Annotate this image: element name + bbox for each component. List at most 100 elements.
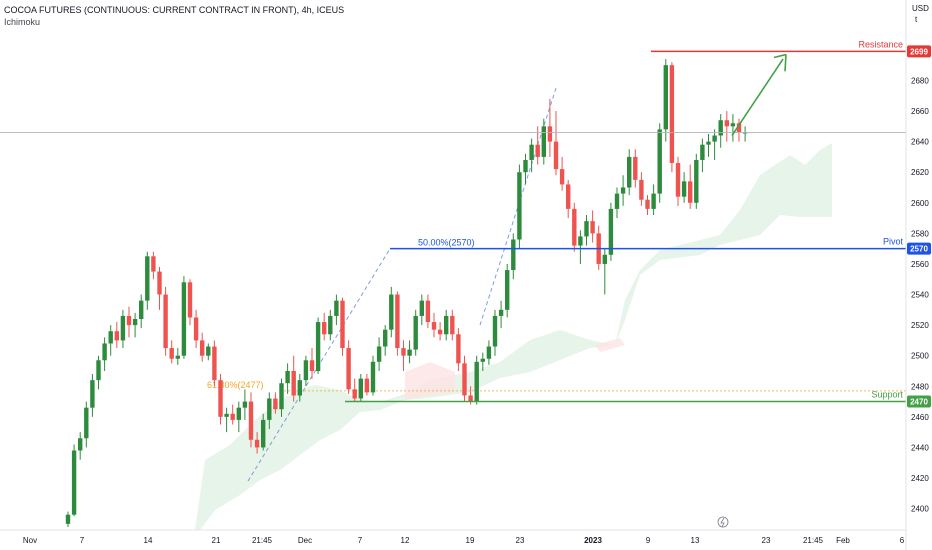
candle-body — [681, 181, 687, 197]
candle-body — [279, 383, 284, 410]
candle-body — [181, 282, 187, 356]
candle-body — [303, 360, 309, 381]
candle-body — [425, 300, 431, 323]
x-tick-label: 23 — [516, 536, 525, 545]
candle-body — [291, 370, 296, 396]
candle-body — [230, 413, 235, 420]
candle-body — [535, 144, 540, 157]
candle-body — [401, 348, 406, 356]
level-support-tag — [907, 395, 931, 408]
candle-body — [614, 193, 620, 209]
y-tick-label: 2600 — [911, 199, 929, 208]
candle-body — [395, 294, 400, 349]
x-tick-label: 7 — [80, 536, 85, 545]
candle-body — [578, 236, 583, 246]
candle-body — [675, 163, 681, 197]
levels: Resistance 2699 Pivot 2570 Support 2470 — [0, 39, 931, 408]
candle-body — [309, 360, 315, 371]
x-tick-label: 9 — [646, 536, 651, 545]
y-tick-label: 2640 — [911, 138, 929, 147]
candle-body — [315, 322, 321, 371]
candle-body — [700, 144, 705, 160]
candle-body — [175, 355, 180, 359]
candle-body — [102, 343, 107, 361]
candle-body — [157, 271, 162, 295]
candle-body — [645, 199, 650, 209]
candle-body — [523, 159, 528, 173]
fib-618-label: 61.80%(2477) — [207, 380, 264, 390]
candle-body — [492, 315, 498, 347]
candle-body — [120, 315, 126, 341]
candle-body — [444, 315, 449, 335]
candle-body — [431, 322, 437, 330]
candle-body — [322, 322, 327, 335]
candle-body — [78, 438, 83, 451]
candle-body — [389, 294, 394, 330]
candle-body — [462, 363, 467, 396]
candle-body — [657, 129, 662, 194]
x-tick-label: 13 — [691, 536, 700, 545]
flash-icon — [717, 516, 729, 528]
candle-body — [498, 309, 504, 316]
y-tick-label: 2520 — [911, 321, 929, 330]
level-pivot-label: Pivot — [883, 237, 904, 247]
candle-body — [572, 208, 577, 246]
candle-body — [71, 450, 77, 515]
candle-body — [468, 395, 473, 402]
x-tick-label: 12 — [401, 536, 410, 545]
x-tick-label: 19 — [466, 536, 475, 545]
candle-body — [126, 315, 132, 326]
y-tick-label: 2620 — [911, 168, 929, 177]
y-tick-label: 2480 — [911, 382, 929, 391]
candle-body — [340, 300, 345, 349]
candle-body — [139, 300, 144, 319]
candle-body — [730, 123, 736, 127]
x-tick-label: 21:45 — [803, 536, 824, 545]
candle-body — [663, 65, 668, 130]
y-tick-label: 2560 — [911, 260, 929, 269]
candle-body — [474, 361, 479, 402]
projection-arrow-head — [773, 53, 787, 72]
flash-icon-bolt — [720, 517, 725, 528]
candle-body — [669, 65, 675, 164]
candle-body — [517, 172, 522, 240]
x-tick-label: 6 — [900, 536, 905, 545]
currency-unit: t — [915, 15, 918, 24]
candle-body — [132, 318, 138, 326]
candle-body — [590, 221, 595, 234]
y-tick-label: 2420 — [911, 474, 929, 483]
candle-body — [169, 348, 174, 359]
projection-arrow — [731, 58, 784, 136]
candle-body — [486, 346, 492, 359]
candle-body — [364, 378, 370, 393]
cloud-red-twist — [595, 338, 625, 352]
candle-body — [450, 315, 455, 335]
candle-body — [419, 300, 424, 316]
candle-body — [724, 120, 729, 127]
candle-body — [334, 300, 339, 316]
x-tick-label: Nov — [23, 536, 37, 545]
candle-body — [224, 413, 229, 417]
x-tick-label: 21:45 — [252, 536, 273, 545]
candle-body — [413, 315, 418, 350]
candle-body — [261, 419, 266, 448]
y-tick-label: 2400 — [911, 505, 929, 514]
candle-body — [84, 407, 89, 439]
level-resistance-label: Resistance — [858, 39, 903, 49]
candle-body — [236, 407, 241, 420]
currency-label: USD — [912, 4, 929, 13]
candle-body — [694, 159, 699, 203]
x-tick-label: 14 — [144, 536, 153, 545]
candle-body — [627, 156, 632, 188]
candle-body — [547, 126, 553, 142]
x-tick-label: Dec — [298, 536, 312, 545]
x-tick-label: Feb — [836, 536, 850, 545]
candle-body — [200, 340, 205, 356]
candle-body — [212, 346, 217, 381]
candle-body — [193, 317, 199, 341]
candle-body — [407, 349, 412, 356]
level-support-price: 2470 — [910, 398, 928, 407]
candle-body — [267, 398, 272, 420]
